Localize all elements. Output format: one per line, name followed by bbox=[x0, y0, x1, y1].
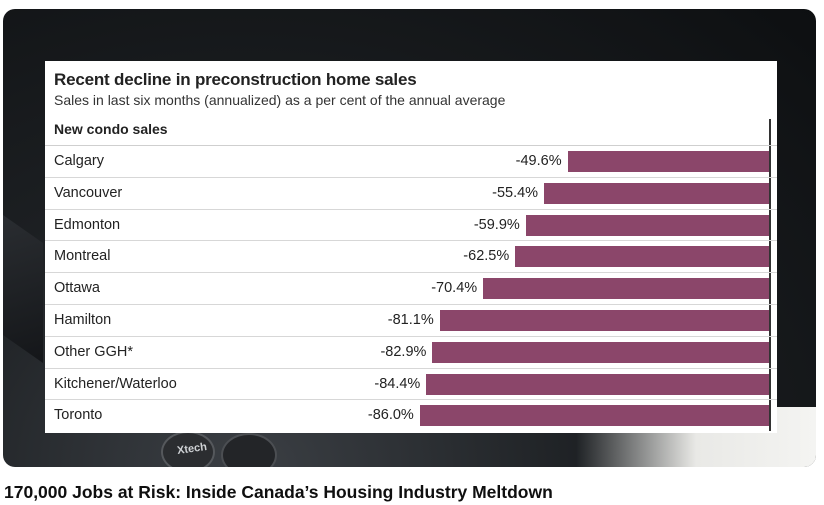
chart-card: Recent decline in preconstruction home s… bbox=[45, 61, 777, 433]
video-title[interactable]: 170,000 Jobs at Risk: Inside Canada’s Ho… bbox=[4, 482, 553, 502]
value-label: -59.9% bbox=[473, 216, 520, 233]
chart-row: Toronto -86.0% bbox=[45, 399, 777, 431]
background-prop bbox=[3, 214, 43, 364]
category-label: Vancouver bbox=[54, 184, 123, 201]
value-label: -84.4% bbox=[374, 375, 421, 392]
chart-row: Vancouver -55.4% bbox=[45, 176, 777, 209]
chart-row: Other GGH* -82.9% bbox=[45, 335, 777, 368]
category-label: Other GGH* bbox=[54, 343, 133, 360]
category-label: Montreal bbox=[54, 248, 111, 265]
chart-subtitle: Sales in last six months (annualized) as… bbox=[54, 92, 506, 108]
chart-row: Kitchener/Waterloo -84.4% bbox=[45, 367, 777, 400]
value-label: -81.1% bbox=[387, 311, 434, 328]
microphone: Xtech bbox=[151, 423, 331, 467]
bar bbox=[439, 309, 769, 331]
bar bbox=[515, 246, 769, 268]
category-label: Kitchener/Waterloo bbox=[54, 375, 177, 392]
bar bbox=[419, 405, 769, 427]
video-player[interactable]: Xtech Recent decline in preconstruction … bbox=[3, 9, 816, 467]
value-label: -82.9% bbox=[380, 343, 427, 360]
series-label: New condo sales bbox=[54, 121, 168, 137]
bar bbox=[483, 278, 769, 300]
category-label: Calgary bbox=[54, 153, 104, 169]
chart-row: Ottawa -70.4% bbox=[45, 272, 777, 304]
bar bbox=[544, 182, 769, 204]
value-label: -55.4% bbox=[492, 184, 539, 201]
zero-axis-line bbox=[769, 119, 771, 431]
category-label: Hamilton bbox=[54, 311, 112, 328]
chart-row: Calgary -49.6% bbox=[45, 145, 777, 177]
value-label: -70.4% bbox=[431, 280, 478, 297]
bar bbox=[567, 151, 769, 172]
chart-row: Montreal -62.5% bbox=[45, 240, 777, 272]
chart-row: Edmonton -59.9% bbox=[45, 208, 777, 241]
chart-title: Recent decline in preconstruction home s… bbox=[54, 70, 417, 89]
category-label: Edmonton bbox=[54, 216, 121, 233]
category-label: Ottawa bbox=[54, 280, 100, 297]
value-label: -86.0% bbox=[367, 407, 414, 424]
value-label: -62.5% bbox=[463, 248, 510, 265]
chart-rows: Calgary -49.6% Vancouver -55.4% Edmonton -59.… bbox=[45, 145, 777, 431]
chart-row: Hamilton -81.1% bbox=[45, 303, 777, 336]
mic-base-secondary bbox=[221, 433, 277, 467]
category-label: Toronto bbox=[54, 407, 103, 424]
value-label: -49.6% bbox=[515, 153, 562, 169]
bar bbox=[525, 214, 769, 236]
bar bbox=[426, 373, 769, 395]
bar bbox=[432, 341, 769, 363]
